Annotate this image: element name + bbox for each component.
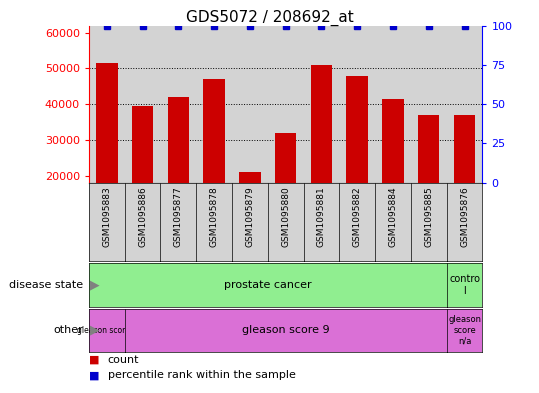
Text: gleason score 8: gleason score 8 bbox=[77, 326, 137, 334]
Bar bbox=[239, 172, 261, 247]
Text: prostate cancer: prostate cancer bbox=[224, 280, 312, 290]
Text: gleason score 9: gleason score 9 bbox=[242, 325, 329, 335]
Bar bbox=[347, 75, 368, 247]
Text: GDS5072 / 208692_at: GDS5072 / 208692_at bbox=[185, 10, 354, 26]
Bar bbox=[168, 97, 189, 247]
Text: GSM1095885: GSM1095885 bbox=[424, 187, 433, 248]
Text: GSM1095876: GSM1095876 bbox=[460, 187, 469, 248]
Text: disease state: disease state bbox=[9, 280, 84, 290]
Bar bbox=[454, 115, 475, 247]
Text: ■: ■ bbox=[89, 354, 99, 365]
Text: ■: ■ bbox=[89, 370, 99, 380]
Bar bbox=[203, 79, 225, 247]
Bar bbox=[275, 133, 296, 247]
Text: GSM1095881: GSM1095881 bbox=[317, 187, 326, 248]
Bar bbox=[310, 65, 332, 247]
Text: GSM1095883: GSM1095883 bbox=[102, 187, 112, 248]
Bar bbox=[132, 106, 153, 247]
Text: percentile rank within the sample: percentile rank within the sample bbox=[108, 370, 296, 380]
Text: gleason
score
n/a: gleason score n/a bbox=[448, 315, 481, 345]
Text: GSM1095877: GSM1095877 bbox=[174, 187, 183, 248]
Text: GSM1095879: GSM1095879 bbox=[245, 187, 254, 248]
Text: GSM1095886: GSM1095886 bbox=[138, 187, 147, 248]
Text: GSM1095884: GSM1095884 bbox=[389, 187, 397, 247]
Bar bbox=[382, 99, 404, 247]
Text: GSM1095880: GSM1095880 bbox=[281, 187, 290, 248]
Bar bbox=[418, 115, 439, 247]
Text: ▶: ▶ bbox=[90, 323, 100, 337]
Bar bbox=[96, 63, 118, 247]
Text: count: count bbox=[108, 354, 139, 365]
Text: other: other bbox=[54, 325, 84, 335]
Text: contro
l: contro l bbox=[449, 274, 480, 296]
Text: GSM1095878: GSM1095878 bbox=[210, 187, 219, 248]
Text: ▶: ▶ bbox=[90, 278, 100, 292]
Text: GSM1095882: GSM1095882 bbox=[353, 187, 362, 247]
